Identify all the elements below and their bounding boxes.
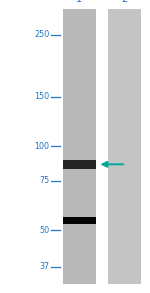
Text: 50: 50: [39, 226, 50, 235]
Text: 75: 75: [39, 176, 50, 185]
Text: 37: 37: [39, 262, 50, 271]
Bar: [63, 9, 96, 284]
Text: 1: 1: [76, 0, 82, 4]
Text: 2: 2: [121, 0, 128, 4]
Bar: [108, 9, 141, 284]
Bar: [63, 217, 96, 224]
Text: 250: 250: [34, 30, 50, 39]
Text: 100: 100: [34, 142, 50, 151]
Text: 150: 150: [34, 92, 50, 101]
Bar: [63, 160, 96, 169]
